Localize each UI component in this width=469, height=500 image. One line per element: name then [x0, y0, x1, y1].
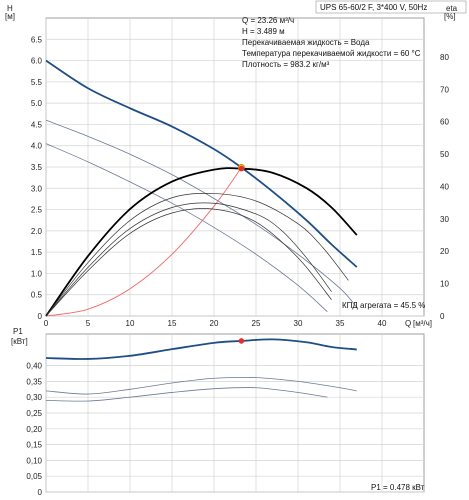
- info-line-density: Плотность = 983.2 кг/м³: [242, 60, 330, 69]
- y2-tick-label-0: 0: [440, 312, 445, 321]
- power-speed-2-line: [45, 376, 357, 395]
- power-curves: [45, 338, 357, 402]
- y-tick-label-0: 0: [38, 312, 43, 321]
- power-annotation: P1 = 0.478 кВт: [371, 483, 425, 492]
- y-tick-label-5: 2.5: [31, 206, 43, 215]
- duty-point-efficiency-marker: [238, 165, 245, 172]
- x-tick-label-0: 0: [44, 319, 49, 328]
- efficiency-speed-1-line: [45, 202, 332, 317]
- info-line-head: H = 3.489 м: [242, 27, 285, 36]
- x-tick-label-3: 15: [168, 319, 177, 328]
- y-tick-label-1: 0.5: [31, 291, 43, 300]
- y-axis-unit: [м]: [5, 12, 15, 21]
- head-grid: [45, 18, 424, 317]
- y2-tick-label-8: 80: [440, 53, 449, 62]
- head-speed-3-line: [45, 59, 358, 268]
- power-y-tick-label-7: 0,35: [26, 377, 42, 386]
- duty-point-power-marker: [238, 338, 245, 344]
- power-y-tick-label-8: 0,40: [26, 362, 42, 371]
- power-y-tick-label-2: 0,10: [26, 456, 42, 465]
- x-tick-label-1: 5: [86, 319, 91, 328]
- duty-info: Q = 23.26 м³/ч H = 3.489 м Перекачиваема…: [242, 16, 421, 69]
- y-tick-label-10: 5.0: [31, 99, 43, 108]
- y-tick-label-13: 6.5: [31, 35, 43, 44]
- power-axis-unit: [кВт]: [11, 337, 28, 346]
- y2-axis-unit: [%]: [444, 12, 456, 21]
- y2-tick-label-4: 40: [440, 182, 449, 191]
- head-speed-2-line: [45, 119, 358, 308]
- info-line-flow: Q = 23.26 м³/ч: [242, 16, 294, 25]
- efficiency-annotation: КПД агрегата = 45.5 %: [342, 301, 425, 310]
- y2-tick-label-6: 60: [440, 118, 449, 127]
- y-tick-label-8: 4.0: [31, 142, 43, 151]
- x-tick-label-4: 20: [210, 319, 219, 328]
- x-tick-label-5: 25: [252, 319, 261, 328]
- power-y-tick-label-6: 0,30: [26, 393, 42, 402]
- y2-tick-label-3: 30: [440, 215, 449, 224]
- chart-title: UPS 65-60/2 F, 3*400 V, 50Hz: [320, 3, 427, 12]
- chart-title-box: [315, 0, 467, 14]
- y-axis-label: H: [7, 4, 13, 13]
- y-tick-label-4: 2.0: [31, 227, 43, 236]
- y2-tick-label-7: 70: [440, 85, 449, 94]
- x-tick-label-7: 35: [336, 319, 345, 328]
- x-axis-label: Q: [405, 319, 411, 328]
- power-y-tick-label-1: 0,05: [26, 472, 42, 481]
- efficiency-speed-2-line: [45, 193, 349, 317]
- y2-tick-label-5: 50: [440, 150, 449, 159]
- efficiency-speed-3-line: [45, 167, 358, 317]
- head-curves: [45, 59, 358, 317]
- power-speed-3-line: [45, 338, 357, 360]
- head-speed-1-line: [45, 143, 328, 313]
- power-speed-1-line: [45, 387, 328, 402]
- y-tick-label-7: 3.5: [31, 163, 43, 172]
- info-line-liquid: Перекачиваемая жидкость = Вода: [242, 38, 370, 47]
- x-tick-label-2: 10: [126, 319, 135, 328]
- efficiency-speed-1b-line: [45, 208, 332, 317]
- y-tick-label-6: 3.0: [31, 184, 43, 193]
- y2-tick-label-2: 20: [440, 247, 449, 256]
- y-tick-label-2: 1.0: [31, 269, 43, 278]
- power-grid: [45, 334, 424, 493]
- y-tick-label-12: 6.0: [31, 57, 43, 66]
- y-tick-label-3: 1.5: [31, 248, 43, 257]
- power-y-tick-label-4: 0,20: [26, 425, 42, 434]
- y-tick-label-9: 4.5: [31, 120, 43, 129]
- system-curve-line: [45, 167, 242, 317]
- x-tick-label-6: 30: [294, 319, 303, 328]
- y2-tick-label-1: 10: [440, 280, 449, 289]
- y2-axis-label: eta: [446, 4, 458, 13]
- y-tick-label-11: 5.5: [31, 78, 43, 87]
- power-ticks: 0 0,05 0,10 0,15 0,20 0,25 0,30 0,35 0,40: [26, 362, 42, 497]
- power-y-tick-label-5: 0,25: [26, 409, 42, 418]
- x-tick-label-8: 40: [378, 319, 387, 328]
- info-line-temperature: Температура перекачиваемой жидкости = 60…: [242, 49, 421, 58]
- power-y-tick-label-3: 0,15: [26, 441, 42, 450]
- x-axis-unit: [м³/ч]: [413, 319, 432, 328]
- power-axis-label: P1: [13, 327, 23, 336]
- power-y-tick-label-0: 0: [38, 488, 43, 497]
- head-ticks: 0 5 10 15 20 25 30 35 40 0 0.5 1.0 1.5 2.0 2.5 3.0 3.5 4.…: [31, 35, 450, 328]
